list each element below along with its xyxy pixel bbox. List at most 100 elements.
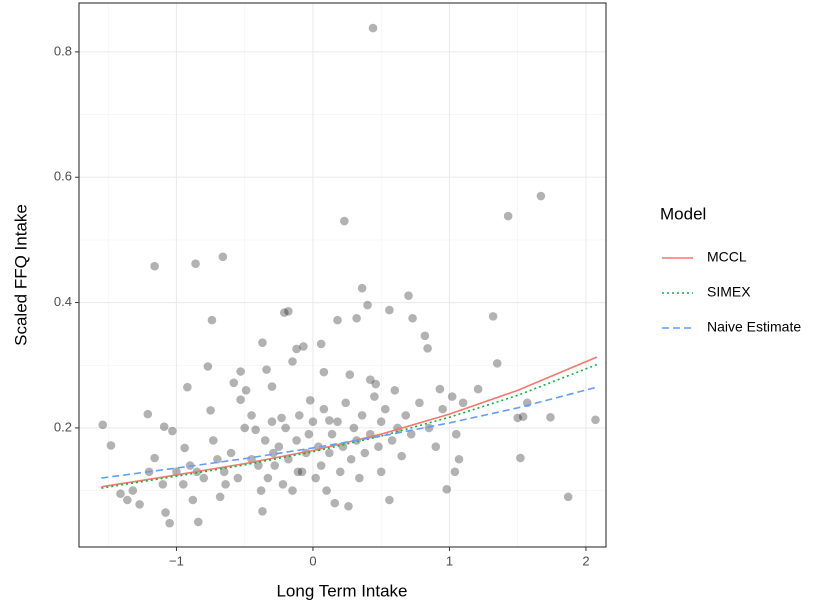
point — [215, 492, 225, 502]
point — [267, 382, 277, 391]
line — [101, 386, 598, 479]
point — [376, 467, 386, 477]
point — [563, 492, 573, 502]
point — [219, 467, 229, 477]
point — [193, 517, 203, 527]
point — [458, 398, 468, 408]
point — [357, 283, 367, 293]
point — [397, 451, 406, 461]
point — [451, 429, 461, 439]
point — [325, 416, 334, 425]
point — [288, 486, 297, 495]
point — [288, 357, 297, 366]
point — [199, 473, 209, 483]
point — [518, 412, 528, 421]
point — [385, 305, 394, 315]
point — [404, 291, 413, 300]
point — [346, 454, 356, 464]
point — [221, 480, 230, 489]
point — [206, 406, 215, 415]
point — [180, 443, 189, 453]
line — [101, 363, 598, 489]
point — [203, 362, 213, 371]
point — [319, 404, 329, 414]
point — [370, 392, 379, 401]
point — [207, 315, 217, 325]
point — [284, 454, 293, 464]
point — [423, 344, 432, 353]
point — [546, 412, 555, 422]
y-tick-label: 0.4 — [54, 294, 72, 309]
point — [340, 216, 349, 226]
point — [297, 467, 307, 477]
point — [316, 339, 326, 349]
point — [279, 308, 289, 317]
point — [106, 441, 116, 450]
point — [344, 501, 353, 511]
point — [168, 426, 177, 436]
point — [492, 359, 502, 368]
point — [150, 261, 159, 271]
point — [374, 442, 383, 452]
point — [277, 413, 286, 423]
point — [150, 453, 159, 463]
legend-label: MCCL — [707, 249, 747, 265]
point — [270, 461, 280, 470]
point — [191, 259, 200, 269]
point — [293, 467, 303, 477]
legend-label: Naive Estimate — [707, 319, 801, 335]
point — [98, 420, 108, 430]
point — [281, 423, 290, 433]
point — [161, 508, 170, 517]
point — [387, 436, 397, 445]
point — [294, 411, 304, 420]
point — [363, 300, 372, 310]
point — [454, 454, 464, 464]
point — [591, 415, 600, 425]
point — [116, 489, 125, 499]
x-axis-label: Long Term Intake — [276, 581, 407, 600]
point — [327, 429, 337, 439]
point — [488, 312, 498, 321]
point — [274, 442, 284, 452]
point — [408, 313, 417, 323]
point — [278, 480, 288, 489]
point — [349, 423, 359, 433]
point — [335, 467, 345, 477]
point — [341, 398, 351, 408]
point — [333, 417, 342, 426]
point — [178, 480, 188, 489]
point — [357, 411, 367, 420]
point — [431, 442, 441, 452]
point — [390, 386, 400, 395]
point — [165, 518, 174, 528]
point — [260, 436, 270, 445]
point — [424, 423, 434, 433]
point — [267, 417, 277, 426]
point — [241, 386, 251, 395]
point — [365, 375, 375, 384]
y-tick-label: 0.2 — [54, 419, 72, 434]
point — [209, 436, 218, 445]
point — [256, 486, 266, 495]
point — [355, 473, 364, 483]
point — [292, 344, 301, 354]
point — [226, 448, 236, 458]
point — [376, 417, 386, 426]
x-tick-label: 2 — [582, 553, 589, 568]
y-tick-label: 0.8 — [54, 43, 72, 58]
point — [292, 436, 301, 445]
point — [503, 211, 513, 221]
point — [536, 191, 546, 201]
point — [385, 495, 394, 505]
point — [308, 417, 318, 426]
y-tick-label: 0.6 — [54, 169, 72, 184]
legend-label: SIMEX — [707, 284, 751, 300]
point — [304, 429, 314, 439]
point — [371, 379, 381, 389]
point — [258, 506, 267, 516]
point — [325, 448, 334, 458]
point — [322, 486, 331, 495]
point — [143, 409, 153, 419]
